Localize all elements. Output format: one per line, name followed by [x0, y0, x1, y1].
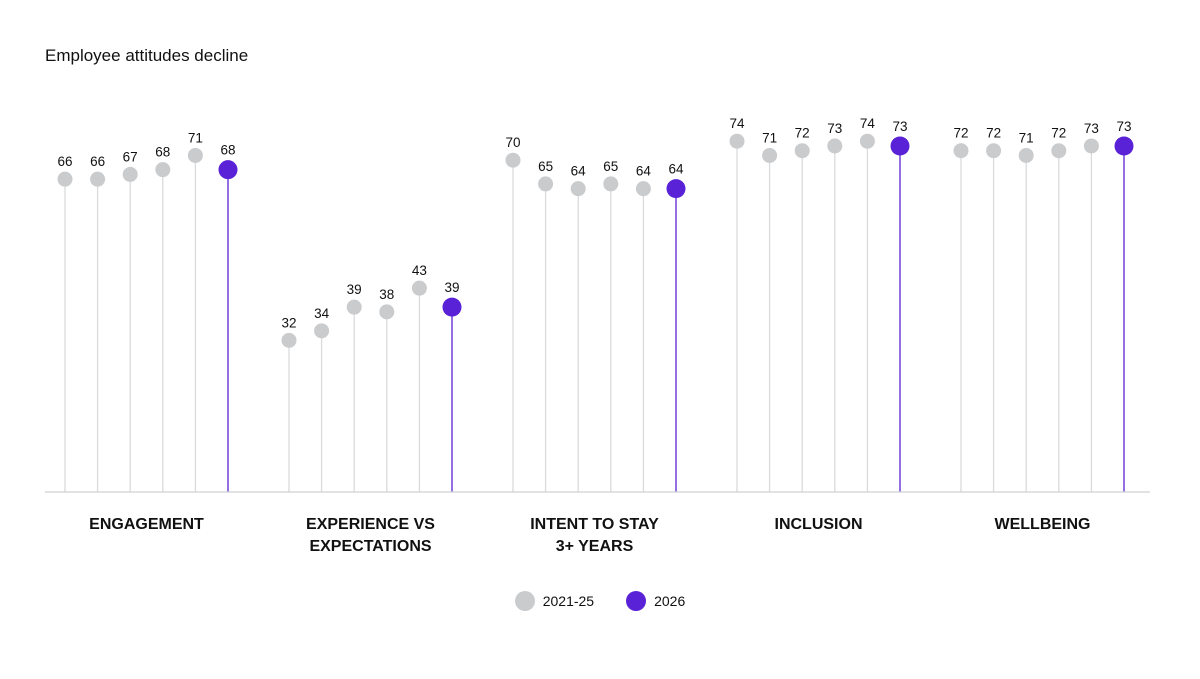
value-labels-layer: 66 66 67 68 71 68 32 34 39 38 43 39 70 65 64 65 64 64 74 71…: [57, 116, 1131, 330]
chart-title: Employee attitudes decline: [45, 46, 249, 65]
dot-2021-25: [411, 280, 427, 296]
dot-2021-25: [570, 181, 586, 197]
category-label: WELLBEING: [995, 516, 1091, 533]
value-label: 70: [505, 135, 520, 150]
value-label: 64: [668, 162, 684, 177]
value-label: 64: [571, 164, 587, 179]
value-label: 39: [444, 280, 459, 295]
value-label: 71: [1019, 130, 1034, 145]
value-label: 71: [762, 130, 777, 145]
dot-2021-25: [953, 143, 969, 159]
value-label: 34: [314, 306, 330, 321]
value-label: 68: [155, 145, 170, 160]
value-label: 43: [412, 263, 427, 278]
value-label: 72: [795, 126, 810, 141]
dot-2026: [666, 179, 686, 199]
dot-2021-25: [986, 143, 1002, 159]
dot-2026: [1114, 136, 1134, 156]
dots-layer: [57, 133, 1134, 348]
value-label: 72: [1051, 126, 1066, 141]
value-label: 71: [188, 130, 203, 145]
legend: 2021-25 2026: [0, 591, 1200, 611]
legend-item-past: 2021-25: [514, 591, 595, 611]
dot-2021-25: [379, 304, 395, 320]
value-label: 65: [538, 159, 553, 174]
value-label: 73: [1084, 121, 1099, 136]
dot-2021-25: [122, 166, 138, 182]
dot-2021-25: [346, 299, 362, 315]
value-label: 66: [90, 154, 105, 169]
legend-item-current: 2026: [626, 591, 685, 611]
dot-2021-25: [90, 171, 106, 187]
value-label: 39: [347, 282, 362, 297]
dot-2021-25: [505, 152, 521, 168]
value-label: 68: [220, 143, 235, 158]
dot-2021-25: [827, 138, 843, 154]
dot-2021-25: [859, 133, 875, 149]
value-label: 72: [953, 126, 968, 141]
value-label: 72: [986, 126, 1001, 141]
legend-label-past: 2021-25: [542, 593, 595, 609]
dot-2021-25: [729, 133, 745, 149]
value-label: 66: [57, 154, 72, 169]
category-label: INCLUSION: [775, 516, 863, 533]
dot-2026: [442, 297, 462, 317]
dot-2021-25: [1051, 143, 1067, 159]
value-label: 74: [729, 116, 745, 131]
value-label: 67: [123, 149, 138, 164]
dot-2021-25: [155, 162, 171, 178]
value-label: 74: [860, 116, 876, 131]
dot-2021-25: [603, 176, 619, 192]
value-label: 73: [1116, 119, 1131, 134]
dot-2021-25: [1083, 138, 1099, 154]
dot-2021-25: [314, 323, 330, 339]
value-label: 32: [281, 315, 296, 330]
value-label: 73: [827, 121, 842, 136]
category-label: EXPERIENCE VS EXPECTATIONS: [306, 516, 435, 555]
stems-layer: [64, 141, 1125, 492]
dot-2021-25: [281, 332, 297, 348]
dot-2021-25: [57, 171, 73, 187]
value-label: 38: [379, 287, 394, 302]
legend-swatch-current: [626, 591, 647, 611]
dot-2021-25: [635, 181, 651, 197]
legend-swatch-past: [514, 591, 535, 611]
value-label: 73: [892, 119, 907, 134]
value-label: 65: [603, 159, 618, 174]
category-label: ENGAGEMENT: [89, 516, 204, 533]
dot-2021-25: [1018, 147, 1034, 163]
dot-2021-25: [187, 147, 203, 163]
value-label: 64: [636, 164, 652, 179]
dot-2026: [218, 160, 238, 180]
legend-label-current: 2026: [654, 593, 686, 609]
dot-2021-25: [538, 176, 554, 192]
dot-2026: [890, 136, 910, 156]
dot-2021-25: [762, 147, 778, 163]
category-label: INTENT TO STAY 3+ YEARS: [530, 516, 659, 555]
category-labels-layer: ENGAGEMENT EXPERIENCE VS EXPECTATIONS INTEN…: [89, 516, 1090, 555]
dot-2021-25: [794, 143, 810, 159]
